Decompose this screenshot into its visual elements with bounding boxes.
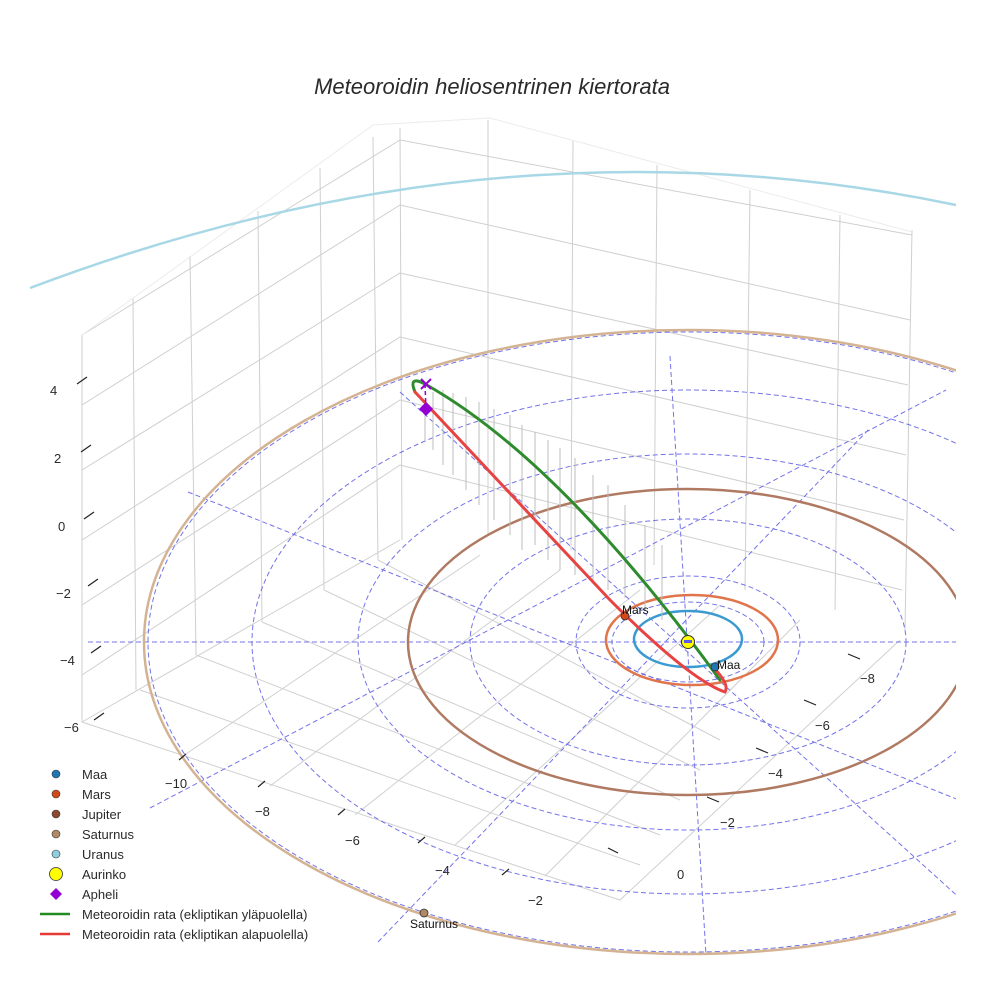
sun-marker[interactable] [681, 635, 695, 649]
apheli-marker[interactable] [419, 378, 433, 416]
sun-icon [49, 867, 63, 881]
mars-marker[interactable] [620, 611, 630, 621]
legend-label: Aurinko [82, 866, 127, 882]
maa-orbit [632, 609, 744, 669]
legend-label: Apheli [82, 886, 119, 902]
dot-icon [51, 809, 61, 819]
diamond-icon [50, 888, 62, 900]
z-axis [76, 376, 105, 721]
svg-text:−4: −4 [435, 863, 450, 878]
meteoroid-orbit [411, 379, 728, 694]
dot-icon [51, 849, 61, 859]
legend-item-maa[interactable]: Maa [38, 764, 308, 784]
svg-text:0: 0 [58, 519, 65, 534]
svg-text:−8: −8 [860, 671, 875, 686]
legend-label: Saturnus [82, 826, 135, 842]
apheli-diamond-icon [419, 402, 433, 416]
mars-label: Mars [622, 603, 649, 617]
svg-text:2: 2 [54, 451, 61, 466]
mars-orbit [604, 593, 780, 687]
z-axis-tick-labels: 4 2 0 −2 −4 −6 [50, 383, 79, 735]
dot-icon [51, 769, 61, 779]
legend: Maa Mars Jupiter Saturnus Uranus Aurinko… [38, 764, 308, 944]
orbit-above-ecliptic [411, 379, 722, 682]
svg-text:−4: −4 [60, 653, 75, 668]
chart-title: Meteoroidin heliosentrinen kiertorata [314, 74, 670, 99]
uranus-orbit [29, 170, 957, 290]
legend-label: Meteoroidin rata (ekliptikan alapuolella… [82, 926, 309, 942]
svg-text:−8: −8 [255, 804, 270, 819]
x-axis [178, 753, 619, 876]
line-icon [40, 932, 70, 936]
saturnus-marker[interactable] [419, 908, 429, 918]
svg-text:−2: −2 [528, 893, 543, 908]
legend-item-jupiter[interactable]: Jupiter [38, 804, 308, 824]
line-icon [40, 912, 70, 916]
svg-text:−4: −4 [768, 766, 783, 781]
svg-text:−6: −6 [345, 833, 360, 848]
legend-label: Jupiter [82, 806, 122, 822]
legend-item-saturnus[interactable]: Saturnus [38, 824, 308, 844]
apheli-x-icon [420, 378, 432, 390]
top-wall-edge [81, 117, 913, 336]
x-axis-tick-labels: −10 −8 −6 −4 −2 0 [165, 776, 684, 908]
y-axis-tick-labels: −8 −6 −4 −2 [720, 671, 875, 830]
maa-label: Maa [717, 658, 741, 672]
svg-text:4: 4 [50, 383, 57, 398]
legend-item-apheli[interactable]: Apheli [38, 884, 308, 904]
legend-item-orbit-below[interactable]: Meteoroidin rata (ekliptikan alapuolella… [38, 924, 308, 944]
legend-item-aurinko[interactable]: Aurinko [38, 864, 308, 884]
legend-label: Mars [82, 786, 111, 802]
svg-text:−2: −2 [720, 815, 735, 830]
svg-text:0: 0 [677, 867, 684, 882]
saturnus-orbit [142, 328, 984, 956]
legend-label: Meteoroidin rata (ekliptikan yläpuolella… [82, 906, 308, 922]
orbit-below-ecliptic [413, 390, 728, 694]
drop-lines [424, 390, 663, 620]
svg-text:−10: −10 [165, 776, 187, 791]
svg-text:−6: −6 [815, 718, 830, 733]
floor-grid [81, 539, 901, 901]
maa-marker[interactable] [710, 662, 720, 672]
dot-icon [51, 829, 61, 839]
legend-label: Uranus [82, 846, 124, 862]
back-wall-grid [81, 120, 913, 722]
svg-text:−6: −6 [64, 720, 79, 735]
legend-label: Maa [82, 766, 108, 782]
legend-item-orbit-above[interactable]: Meteoroidin rata (ekliptikan yläpuolella… [38, 904, 308, 924]
svg-text:−2: −2 [56, 586, 71, 601]
legend-item-uranus[interactable]: Uranus [38, 844, 308, 864]
y-axis [706, 653, 861, 803]
dot-icon [51, 789, 61, 799]
legend-item-mars[interactable]: Mars [38, 784, 308, 804]
saturnus-label: Saturnus [410, 917, 458, 931]
